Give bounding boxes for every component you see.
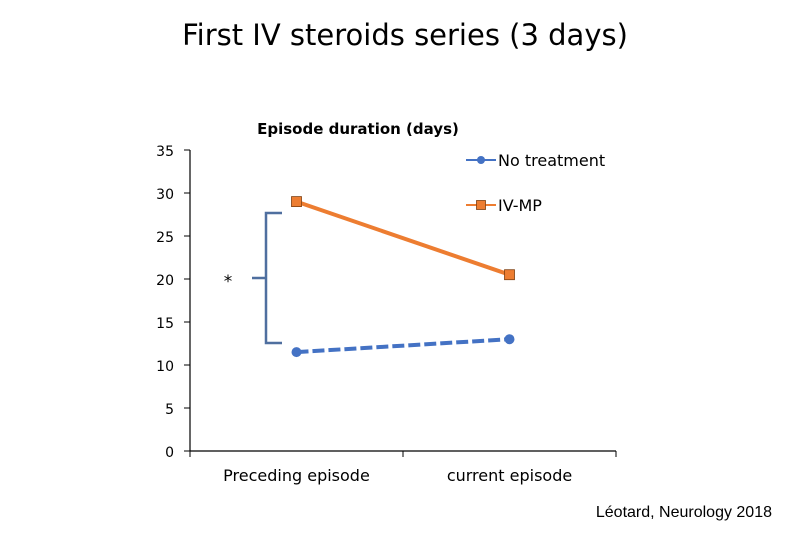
data-point: [291, 347, 302, 358]
data-point: [504, 334, 515, 345]
x-tick-label: current episode: [447, 466, 572, 485]
y-tick-label: 15: [156, 316, 174, 332]
significance-bracket: [252, 211, 282, 345]
chart-title: Episode duration (days): [257, 120, 459, 138]
y-tick-label: 20: [156, 273, 174, 289]
series-line: [296, 337, 510, 355]
x-tick-label: Preceding episode: [223, 466, 370, 485]
citation: Léotard, Neurology 2018: [595, 504, 772, 521]
series-layer: [291, 196, 515, 358]
y-tick-label: 25: [156, 230, 174, 246]
data-point: [504, 269, 515, 281]
legend-label: IV-MP: [498, 196, 542, 215]
legend-marker: [477, 156, 485, 164]
y-tick-label: 30: [156, 187, 174, 203]
x-ticks: Preceding episode current episode: [189, 451, 617, 485]
y-tick-label: 35: [156, 144, 174, 160]
legend-marker: [476, 200, 486, 210]
y-tick-label: 0: [165, 445, 174, 461]
series-line: [295, 199, 511, 277]
significance-star: *: [224, 272, 233, 292]
y-tick-label: 10: [156, 359, 174, 375]
y-tick-label: 5: [165, 402, 174, 418]
legend-label: No treatment: [498, 151, 605, 170]
slide-title: First IV steroids series (3 days): [182, 18, 628, 52]
y-ticks: 0 5 10 15 20 25 30 35: [156, 144, 190, 461]
legend: No treatment IV-MP: [466, 151, 605, 215]
significance-annotation: *: [224, 211, 282, 345]
data-point: [291, 196, 302, 208]
